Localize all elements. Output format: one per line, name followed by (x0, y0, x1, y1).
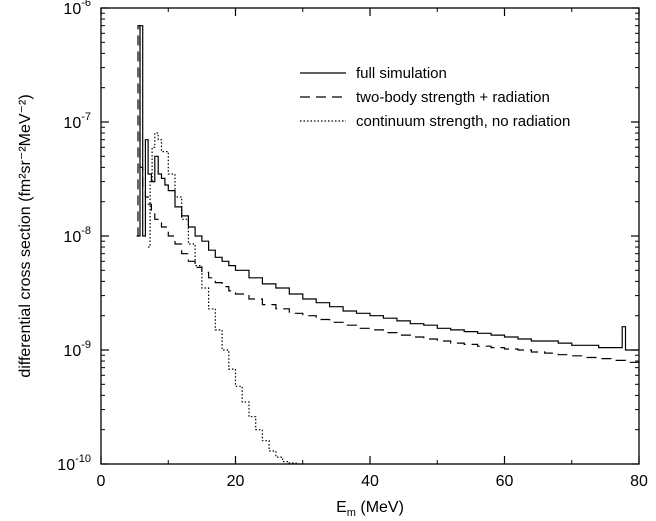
x-tick-label: 60 (496, 473, 514, 490)
y-tick-label: 10-9 (63, 339, 91, 360)
legend-label-2: two-body strength + radiation (356, 89, 550, 106)
x-axis-label-sub: m (347, 507, 356, 519)
legend: full simulation two-body strength + radia… (300, 65, 570, 130)
series-line-1 (138, 25, 639, 351)
legend-label-3: continuum strength, no radiation (356, 113, 570, 130)
x-tick-label: 40 (361, 473, 379, 490)
ticks-layer: 0 20 40 60 80 10-10 10-9 10-8 10-7 10-6 (57, 0, 648, 490)
x-tick-label: 80 (630, 473, 648, 490)
y-axis-label: differential cross section (fm²sr⁻²MeV⁻²… (17, 94, 34, 377)
x-tick-label: 20 (227, 473, 245, 490)
x-axis-label: Em (MeV) (336, 499, 404, 519)
y-tick-label: 10-7 (63, 111, 91, 132)
y-tick-label: 10-6 (63, 0, 91, 18)
series-line-3 (148, 132, 303, 465)
series-layer (136, 25, 640, 465)
series-line-2 (136, 25, 640, 372)
y-tick-label: 10-8 (63, 225, 91, 246)
legend-label-1: full simulation (356, 65, 447, 82)
x-tick-label: 0 (97, 473, 106, 490)
y-tick-label: 10-10 (57, 453, 91, 474)
x-axis-label-unit: (MeV) (356, 499, 404, 516)
x-axis-label-main: E (336, 499, 347, 516)
